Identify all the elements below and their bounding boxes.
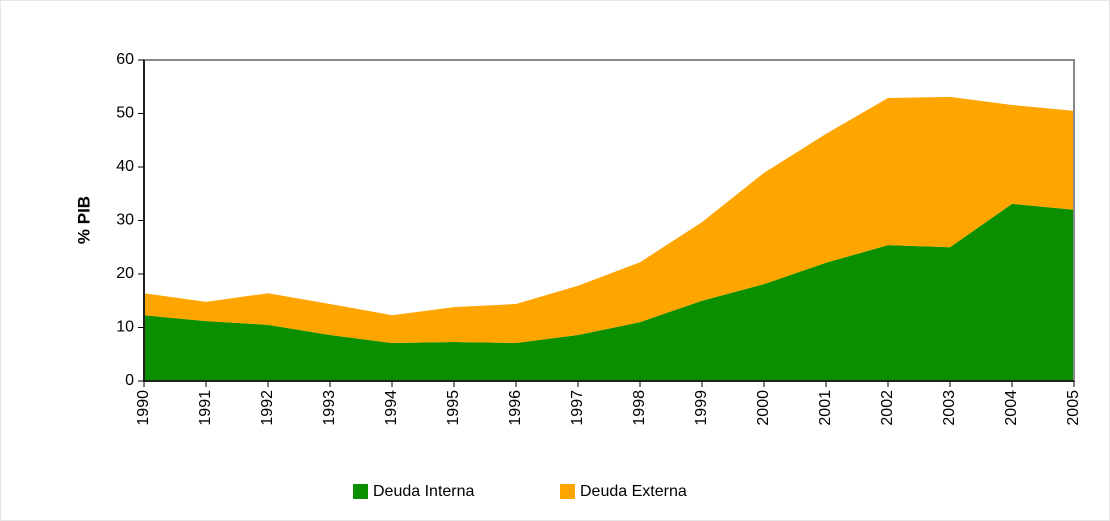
- legend-swatch: [353, 484, 368, 499]
- legend-swatch: [560, 484, 575, 499]
- x-tick-label: 2001: [817, 390, 834, 426]
- y-axis-label: % PIB: [74, 196, 93, 244]
- x-tick-label: 1990: [135, 390, 152, 426]
- x-tick-label: 2004: [1003, 390, 1020, 426]
- x-tick-label: 1994: [383, 390, 400, 426]
- legend-label: Deuda Externa: [580, 483, 687, 500]
- x-tick-label: 1998: [631, 390, 648, 426]
- y-tick-label: 40: [116, 158, 134, 175]
- x-tick-label: 1999: [693, 390, 710, 426]
- y-tick-label: 30: [116, 212, 134, 229]
- y-tick-label: 0: [125, 372, 134, 389]
- y-tick-label: 20: [116, 265, 134, 282]
- x-tick-label: 1992: [259, 390, 276, 426]
- y-tick-label: 50: [116, 105, 134, 122]
- x-tick-label: 1991: [197, 390, 214, 426]
- y-tick-label: 10: [116, 319, 134, 336]
- x-tick-label: 2005: [1065, 390, 1082, 426]
- x-tick-label: 1995: [445, 390, 462, 426]
- x-tick-label: 1997: [569, 390, 586, 426]
- area: [144, 96, 1074, 344]
- x-tick-label: 2003: [941, 390, 958, 426]
- y-tick-label: 60: [116, 51, 134, 68]
- x-tick-label: 2002: [879, 390, 896, 426]
- x-tick-label: 1993: [321, 390, 338, 426]
- x-tick-label: 2000: [755, 390, 772, 426]
- x-tick-label: 1996: [507, 390, 524, 426]
- legend-label: Deuda Interna: [373, 483, 475, 500]
- area: [144, 203, 1074, 381]
